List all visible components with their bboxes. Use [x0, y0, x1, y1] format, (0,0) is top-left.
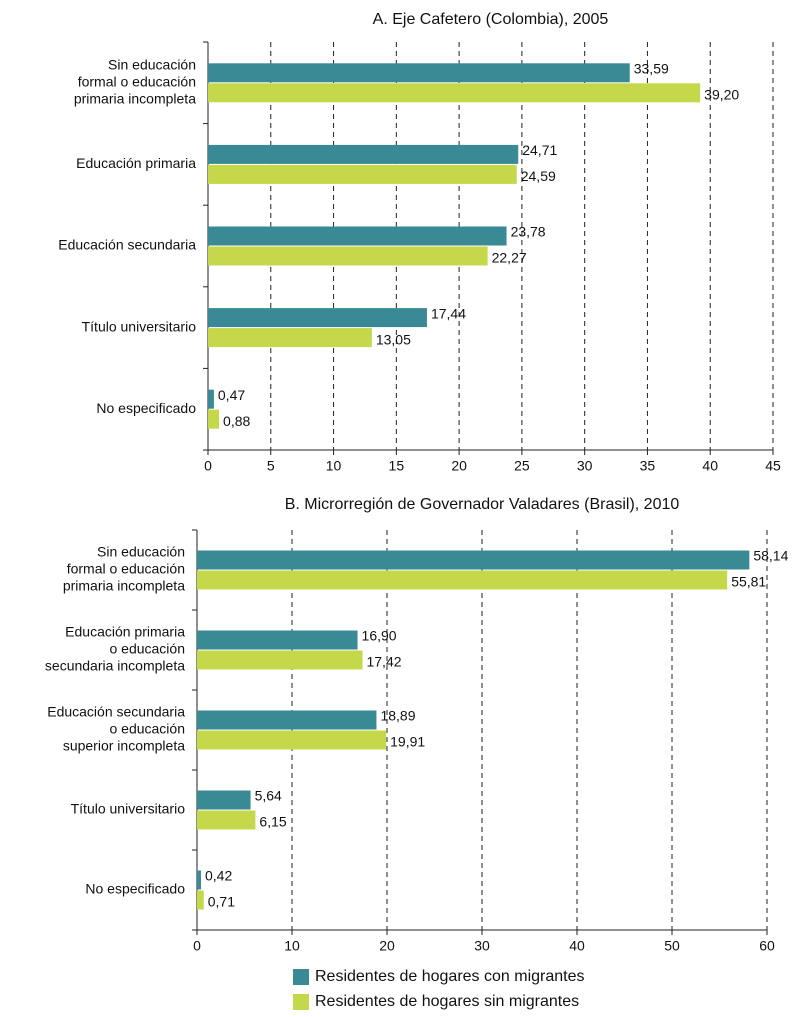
value-label: 24,59: [521, 168, 556, 184]
value-label: 6,15: [259, 814, 286, 830]
value-label: 19,91: [390, 734, 425, 750]
value-label: 33,59: [634, 61, 669, 77]
bar: [197, 570, 728, 590]
x-tick-label: 45: [765, 458, 781, 474]
bar: [208, 63, 630, 83]
y-tick-label: primaria incompleta: [74, 91, 196, 107]
bar: [208, 246, 488, 266]
chart-title: B. Microrregión de Governador Valadares …: [285, 496, 680, 513]
y-tick-label: formal o educación: [78, 74, 196, 90]
x-tick-label: 25: [514, 458, 530, 474]
y-tick-label: Título universitario: [71, 801, 186, 817]
x-tick-label: 20: [379, 938, 395, 954]
chart-title: A. Eje Cafetero (Colombia), 2005: [373, 11, 609, 28]
x-tick-label: 35: [640, 458, 656, 474]
bar: [208, 164, 517, 184]
x-tick-label: 0: [204, 458, 212, 474]
y-tick-label: No especificado: [85, 881, 185, 897]
bar: [197, 790, 251, 810]
x-tick-label: 40: [702, 458, 718, 474]
value-label: 55,81: [731, 574, 766, 590]
bar: [208, 226, 507, 246]
value-label: 0,42: [205, 868, 232, 884]
bar: [197, 870, 201, 890]
y-tick-label: No especificado: [96, 400, 196, 416]
bar: [208, 409, 220, 429]
value-label: 5,64: [255, 788, 282, 804]
value-label: 13,05: [376, 331, 411, 347]
y-tick-label: Educación secundaria: [58, 237, 196, 253]
bar: [197, 810, 256, 830]
x-tick-label: 50: [664, 938, 680, 954]
x-tick-label: 10: [326, 458, 342, 474]
bar: [197, 730, 387, 750]
y-tick-label: Sin educación: [108, 57, 196, 73]
x-tick-label: 0: [193, 938, 201, 954]
legend-swatch: [293, 994, 309, 1010]
x-tick-label: 40: [569, 938, 585, 954]
x-tick-label: 30: [577, 458, 593, 474]
bar: [197, 650, 363, 670]
value-label: 0,88: [223, 413, 250, 429]
value-label: 0,47: [218, 387, 245, 403]
y-tick-label: secundaria incompleta: [45, 658, 185, 674]
value-label: 39,20: [704, 87, 739, 103]
bar: [197, 890, 204, 910]
y-tick-label: Educación primaria: [65, 624, 185, 640]
y-tick-label: formal o educación: [67, 561, 185, 577]
y-tick-label: Título universitario: [82, 318, 197, 334]
value-label: 24,71: [522, 142, 557, 158]
x-tick-label: 5: [267, 458, 275, 474]
value-label: 23,78: [511, 224, 546, 240]
y-tick-label: o educación: [109, 641, 185, 657]
y-tick-label: Educación secundaria: [47, 704, 185, 720]
x-tick-label: 10: [284, 938, 300, 954]
bar: [208, 389, 214, 409]
bar: [197, 710, 377, 730]
y-tick-label: Educación primaria: [76, 155, 196, 171]
value-label: 58,14: [753, 548, 788, 564]
y-tick-label: superior incompleta: [63, 738, 185, 754]
y-tick-label: o educación: [109, 721, 185, 737]
bar: [197, 630, 358, 650]
value-label: 17,42: [366, 654, 401, 670]
x-tick-label: 15: [389, 458, 405, 474]
value-label: 22,27: [492, 250, 527, 266]
bar: [208, 83, 701, 103]
bar: [197, 550, 750, 570]
value-label: 0,71: [208, 894, 235, 910]
y-tick-label: Sin educación: [97, 544, 185, 560]
bar: [208, 328, 372, 348]
legend-label: Residentes de hogares sin migrantes: [315, 993, 579, 1010]
y-tick-label: primaria incompleta: [63, 578, 185, 594]
x-tick-label: 30: [474, 938, 490, 954]
x-tick-label: 60: [759, 938, 775, 954]
x-tick-label: 20: [451, 458, 467, 474]
bar: [208, 144, 519, 164]
value-label: 18,89: [380, 708, 415, 724]
bar: [208, 308, 427, 328]
value-label: 17,44: [431, 305, 466, 321]
legend-swatch: [293, 969, 309, 985]
legend-label: Residentes de hogares con migrantes: [315, 968, 585, 985]
value-label: 16,90: [362, 628, 397, 644]
